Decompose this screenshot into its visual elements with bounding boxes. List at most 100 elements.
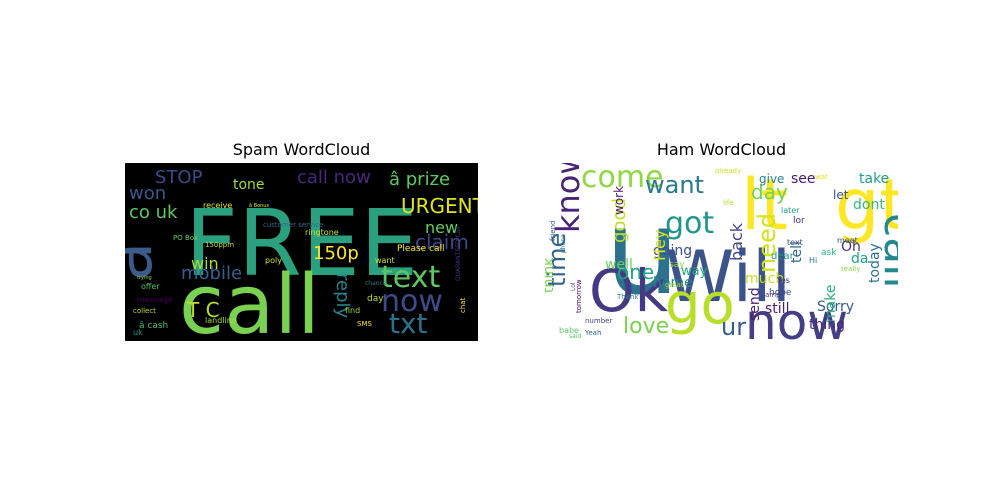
- wordcloud-word: win: [191, 254, 219, 273]
- wordcloud-word: love: [623, 314, 669, 339]
- wordcloud-word: meet: [837, 236, 858, 245]
- wordcloud-word: 150p: [313, 243, 359, 264]
- wordcloud-word: URGENT: [401, 194, 478, 218]
- wordcloud-word: da: [851, 251, 868, 267]
- wordcloud-word: ur: [721, 313, 746, 341]
- wordcloud-word: now: [745, 293, 848, 341]
- wordcloud-word: babe: [559, 326, 579, 335]
- wordcloud-word: give: [759, 172, 784, 186]
- wordcloud-word: â: [125, 242, 167, 281]
- wordcloud-word: time: [545, 233, 571, 287]
- wordcloud-word: got: [665, 206, 714, 241]
- wordcloud-word: ringtone: [305, 228, 339, 237]
- wordcloud-word: STOP: [155, 167, 203, 188]
- wordcloud-word: back: [727, 222, 746, 261]
- wordcloud-background: [125, 163, 478, 341]
- wordcloud-word: friend: [549, 221, 557, 241]
- wordcloud-word: chat: [459, 297, 467, 313]
- wordcloud-word: wat: [815, 173, 828, 181]
- wordcloud-word: now: [381, 284, 443, 319]
- wordcloud-word: hope: [769, 288, 792, 298]
- wordcloud-word: u: [605, 183, 680, 321]
- wordcloud-word: number: [585, 317, 612, 325]
- wordcloud-word: say: [669, 260, 685, 270]
- wordcloud-word: poly: [265, 256, 282, 265]
- wordcloud-word: Will: [665, 236, 791, 318]
- wordcloud-word: â prize: [389, 169, 450, 190]
- wordcloud-word: tomorrow: [575, 279, 583, 313]
- wordcloud-word: dear: [771, 251, 795, 262]
- wordcloud-word: offer: [141, 282, 160, 291]
- wordcloud-word: txt: [389, 307, 428, 340]
- wordcloud-word: Oh: [841, 239, 861, 255]
- wordcloud-word: today: [867, 243, 883, 283]
- wordcloud-word: make: [823, 285, 839, 323]
- wordcloud-word: reply: [332, 273, 353, 319]
- wordcloud-word: won: [129, 183, 166, 204]
- wordcloud-word: well: [605, 257, 633, 273]
- ham-wordcloud-title: Ham WordCloud: [656, 140, 787, 159]
- wordcloud-word: life: [723, 199, 734, 207]
- wordcloud-word: tone: [233, 177, 265, 193]
- wordcloud-word: know: [549, 163, 587, 233]
- wordcloud-word: 150ppm: [205, 241, 234, 249]
- wordcloud-word: PO Box: [173, 234, 198, 242]
- wordcloud-word: way: [681, 264, 708, 279]
- wordcloud-word: see: [791, 171, 816, 187]
- wordcloud-word: Lol: [570, 282, 577, 291]
- wordcloud-word: ask: [821, 248, 837, 258]
- wordcloud-word: think: [545, 257, 557, 293]
- wordcloud-word: good: [609, 198, 630, 243]
- wordcloud-word: Ok: [589, 257, 669, 325]
- wordcloud-word: said: [569, 333, 581, 340]
- wordcloud-word: landline: [205, 316, 237, 325]
- wordcloud-word: call: [874, 213, 898, 289]
- wordcloud-word: let: [833, 188, 849, 202]
- wordcloud-word: T C: [186, 298, 220, 322]
- wordcloud-word: going: [653, 243, 692, 259]
- ham-wordcloud: u gt lt Will now Ok go call come know got want day ti…: [545, 163, 898, 341]
- wordcloud-word: work: [612, 186, 626, 215]
- wordcloud-word: FREE: [185, 190, 418, 297]
- wordcloud-word: uk: [133, 328, 143, 337]
- wordcloud-word: â Bonus: [249, 202, 269, 209]
- wordcloud-word: already: [715, 167, 741, 175]
- wordcloud-word: send: [747, 287, 763, 321]
- wordcloud-word: Please call: [397, 244, 445, 254]
- wordcloud-word: great: [665, 281, 684, 289]
- wordcloud-word: claim: [415, 230, 469, 254]
- wordcloud-word: Hey: [650, 230, 669, 261]
- wordcloud-word: tell: [789, 241, 805, 263]
- wordcloud-word: call now: [297, 167, 371, 188]
- wordcloud-word: new: [425, 218, 458, 237]
- wordcloud-word: much: [745, 271, 784, 287]
- wordcloud-word: dont: [853, 197, 885, 213]
- wordcloud-word: lt: [741, 164, 788, 246]
- wordcloud-word: later: [781, 206, 800, 215]
- wordcloud-word: go: [665, 272, 735, 337]
- wordcloud-word: GUARANTEED Call: [455, 226, 462, 281]
- wordcloud-word: mobile: [181, 263, 242, 284]
- wordcloud-word: text: [787, 238, 803, 247]
- wordcloud-word: text: [381, 260, 440, 295]
- wordcloud-background: [545, 163, 898, 341]
- wordcloud-word: Yes: [776, 276, 790, 285]
- spam-wordcloud-title: Spam WordCloud: [232, 140, 371, 159]
- wordcloud-word: want: [645, 171, 704, 199]
- wordcloud-word: take: [859, 171, 889, 187]
- wordcloud-word: Yeah: [584, 329, 601, 337]
- wordcloud-word: still: [765, 301, 789, 317]
- wordcloud-word: lor: [793, 216, 805, 226]
- wordcloud-word: â cash: [139, 321, 168, 331]
- wordcloud-word: thing: [809, 317, 845, 333]
- wordcloud-word: co uk: [129, 202, 178, 223]
- wordcloud-word: day: [367, 294, 384, 304]
- wordcloud-word: chance: [365, 280, 387, 287]
- wordcloud-word: find: [345, 306, 360, 315]
- wordcloud-word: Sorry: [817, 299, 854, 315]
- wordcloud-word: want: [375, 256, 395, 265]
- wordcloud-word: message: [137, 295, 173, 304]
- wordcloud-word: phone: [560, 234, 567, 253]
- wordcloud-word: need: [753, 213, 781, 273]
